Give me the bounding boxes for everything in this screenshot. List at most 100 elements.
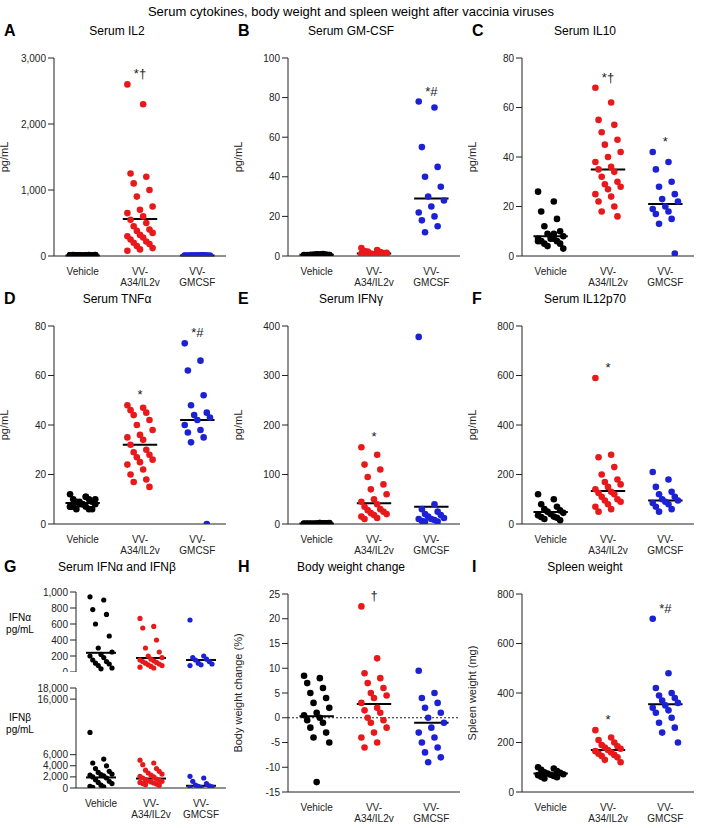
svg-text:400: 400 [497,688,514,699]
svg-text:20: 20 [269,211,281,222]
svg-text:VV-GMCSF: VV-GMCSF [413,534,449,556]
svg-text:2,000: 2,000 [43,771,68,782]
svg-text:6,000: 6,000 [43,749,68,760]
svg-text:*: * [605,360,610,375]
svg-text:2,000: 2,000 [21,119,46,130]
svg-text:3,000: 3,000 [21,53,46,64]
svg-text:1,000: 1,000 [21,185,46,196]
svg-text:15: 15 [269,638,281,649]
svg-text:0: 0 [508,251,514,262]
svg-text:60: 60 [35,370,47,381]
svg-text:-5: -5 [271,737,280,748]
svg-text:Vehicle: Vehicle [67,534,100,545]
svg-text:*#: *# [191,325,204,340]
svg-text:60: 60 [269,132,281,143]
svg-text:*†: *† [602,70,614,85]
svg-text:*#: *# [659,601,672,616]
svg-text:*: * [605,712,610,727]
svg-text:300: 300 [263,370,280,381]
svg-text:40: 40 [269,171,281,182]
svg-text:-15: -15 [266,787,281,798]
svg-text:600: 600 [497,370,514,381]
svg-text:0: 0 [62,667,68,672]
svg-text:0: 0 [62,783,68,794]
svg-text:18,000: 18,000 [37,683,68,694]
svg-text:VV-GMCSF: VV-GMCSF [647,802,683,824]
svg-text:VV-GMCSF: VV-GMCSF [647,266,683,288]
svg-text:VV-A34/IL2v: VV-A34/IL2v [354,534,393,556]
svg-text:VV-A34/IL2v: VV-A34/IL2v [120,534,159,556]
svg-text:400: 400 [263,321,280,332]
svg-text:VV-A34/IL2v: VV-A34/IL2v [588,802,627,824]
svg-text:Vehicle: Vehicle [301,802,334,813]
svg-text:600: 600 [51,619,68,630]
svg-text:pg/mL: pg/mL [234,142,244,173]
svg-text:VV-GMCSF: VV-GMCSF [647,534,683,556]
svg-text:*: * [371,429,376,444]
svg-text:100: 100 [263,469,280,480]
svg-text:10: 10 [269,663,281,674]
svg-text:80: 80 [503,53,515,64]
svg-text:VV-GMCSF: VV-GMCSF [179,266,215,288]
svg-text:4,000: 4,000 [43,760,68,771]
svg-text:-10: -10 [266,762,281,773]
svg-text:pg/mL: pg/mL [468,142,478,173]
svg-text:*†: *† [134,66,146,81]
svg-text:16,000: 16,000 [37,694,68,705]
svg-text:VV-A34/IL2v: VV-A34/IL2v [588,266,627,288]
svg-text:80: 80 [35,321,47,332]
svg-text:*: * [663,134,668,149]
svg-text:VV-A34/IL2v: VV-A34/IL2v [354,802,393,824]
svg-text:0: 0 [274,251,280,262]
svg-text:Body weight change (%): Body weight change (%) [234,633,244,752]
svg-text:40: 40 [503,152,515,163]
svg-text:Vehicle: Vehicle [535,266,568,277]
svg-text:VV-A34/IL2v: VV-A34/IL2v [131,798,170,820]
svg-text:†: † [370,588,377,603]
svg-text:1,000: 1,000 [43,587,68,598]
svg-text:VV-GMCSF: VV-GMCSF [413,802,449,824]
svg-text:60: 60 [503,102,515,113]
svg-text:5: 5 [274,688,280,699]
svg-text:600: 600 [497,638,514,649]
svg-text:0: 0 [274,712,280,723]
svg-text:Vehicle: Vehicle [301,266,334,277]
svg-text:20: 20 [503,201,515,212]
svg-text:VV-GMCSF: VV-GMCSF [179,534,215,556]
svg-text:0: 0 [40,251,46,262]
svg-text:200: 200 [263,420,280,431]
svg-text:*#: *# [425,84,438,99]
svg-text:400: 400 [497,420,514,431]
svg-text:VV-A34/IL2v: VV-A34/IL2v [120,266,159,288]
svg-text:800: 800 [51,603,68,614]
svg-text:pg/mL: pg/mL [8,410,10,441]
svg-text:pg/mL: pg/mL [8,142,10,173]
svg-text:VV-GMCSF: VV-GMCSF [413,266,449,288]
svg-text:25: 25 [269,589,281,600]
svg-text:100: 100 [263,53,280,64]
svg-text:20: 20 [269,613,281,624]
svg-text:20: 20 [35,469,47,480]
svg-text:400: 400 [51,635,68,646]
svg-text:Vehicle: Vehicle [301,534,334,545]
svg-text:0: 0 [508,519,514,530]
svg-text:200: 200 [51,651,68,662]
svg-text:VV-A34/IL2v: VV-A34/IL2v [354,266,393,288]
svg-text:Vehicle: Vehicle [67,266,100,277]
svg-text:800: 800 [497,589,514,600]
svg-text:0: 0 [508,787,514,798]
svg-text:40: 40 [35,420,47,431]
svg-text:pg/mL: pg/mL [234,410,244,441]
svg-text:200: 200 [497,737,514,748]
svg-text:Vehicle: Vehicle [535,802,568,813]
svg-text:*: * [137,387,142,402]
svg-text:VV-A34/IL2v: VV-A34/IL2v [588,534,627,556]
svg-text:Vehicle: Vehicle [535,534,568,545]
svg-text:Vehicle: Vehicle [85,798,118,809]
svg-text:Spleen weight (mg): Spleen weight (mg) [468,646,478,741]
svg-text:0: 0 [40,519,46,530]
svg-text:80: 80 [269,92,281,103]
svg-text:0: 0 [274,519,280,530]
svg-text:VV-GMCSF: VV-GMCSF [183,798,219,820]
svg-text:200: 200 [497,469,514,480]
